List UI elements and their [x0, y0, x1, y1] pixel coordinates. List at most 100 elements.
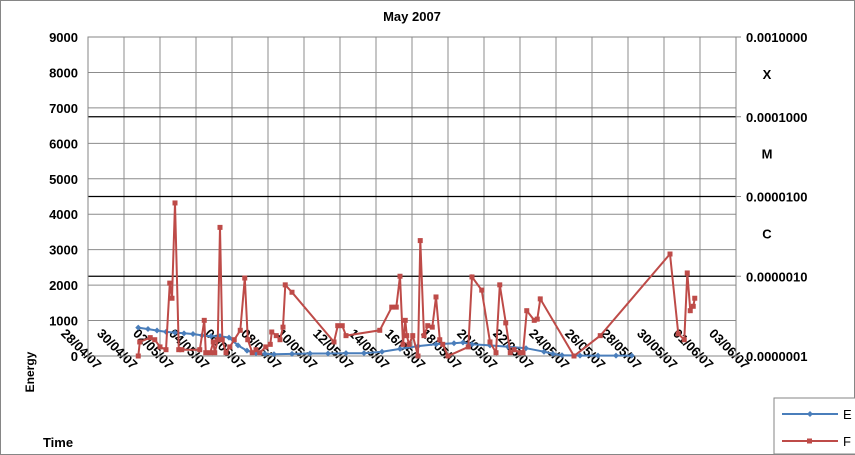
point	[559, 352, 565, 359]
point	[203, 350, 209, 356]
point	[389, 304, 395, 310]
point	[237, 327, 243, 333]
point	[163, 347, 169, 353]
point	[307, 350, 313, 357]
point	[289, 289, 295, 295]
point	[335, 323, 341, 329]
point	[263, 344, 269, 350]
point	[262, 350, 268, 357]
point	[212, 350, 218, 356]
y-tick-label: 3000	[49, 243, 78, 258]
point	[511, 347, 517, 353]
y-tick-label: 2000	[49, 278, 78, 293]
point	[325, 350, 331, 357]
point	[219, 337, 225, 343]
point	[245, 337, 251, 343]
point	[541, 348, 547, 355]
point	[361, 350, 367, 357]
point	[135, 353, 141, 359]
point	[172, 329, 178, 336]
legend-label: F	[843, 434, 851, 449]
y2-tick-label: 0.0010000	[746, 30, 807, 45]
point	[690, 303, 696, 309]
point	[190, 331, 196, 338]
point	[402, 317, 408, 323]
point	[410, 333, 416, 339]
point	[415, 353, 421, 359]
point	[267, 341, 273, 347]
point	[210, 339, 216, 345]
point	[249, 350, 255, 356]
point	[273, 333, 279, 339]
point	[429, 324, 435, 330]
point	[289, 350, 295, 357]
point	[235, 342, 241, 349]
point	[517, 350, 523, 356]
point	[167, 280, 173, 286]
point	[179, 347, 185, 353]
point	[377, 327, 383, 333]
legend-frame	[773, 397, 855, 455]
point	[460, 339, 466, 346]
point	[534, 316, 540, 322]
legend-marker	[807, 438, 812, 444]
point	[479, 287, 485, 293]
y-tick-label: 0	[71, 349, 78, 364]
y2-tick-label: 0.0000100	[746, 190, 807, 205]
point	[176, 347, 182, 353]
point	[280, 324, 286, 330]
point	[169, 295, 175, 301]
point	[331, 339, 337, 345]
point	[692, 295, 698, 301]
legend-marker	[807, 411, 813, 417]
point	[487, 339, 493, 345]
point	[507, 350, 513, 356]
point	[667, 251, 673, 257]
point	[135, 324, 142, 331]
y2-tick-label: 0.0000010	[746, 269, 807, 284]
legend-label: E	[843, 407, 852, 422]
y-tick-label: 8000	[49, 65, 78, 80]
point	[595, 352, 601, 359]
point	[244, 347, 250, 354]
point	[157, 344, 163, 350]
point	[379, 348, 385, 355]
point	[469, 274, 475, 280]
point	[421, 333, 427, 339]
point	[440, 341, 446, 347]
point	[147, 335, 153, 341]
point	[343, 333, 349, 339]
point	[393, 304, 399, 310]
point	[531, 317, 537, 323]
point	[217, 224, 223, 230]
point	[231, 337, 237, 343]
point	[497, 282, 503, 288]
point	[181, 330, 187, 337]
point	[687, 308, 693, 314]
y-tick-label: 7000	[49, 101, 78, 116]
point	[145, 326, 151, 333]
point	[628, 352, 635, 359]
point	[277, 337, 283, 343]
point	[524, 308, 530, 314]
point	[227, 344, 233, 350]
y-tick-label: 1000	[49, 314, 78, 329]
point	[445, 353, 451, 359]
y-tick-label: 6000	[49, 136, 78, 151]
threshold-label: C	[762, 226, 772, 241]
point	[207, 350, 213, 356]
y-tick-label: 9000	[49, 30, 78, 45]
point	[451, 340, 457, 347]
point	[271, 351, 277, 358]
point	[404, 333, 410, 339]
y-axis-label: Energy	[23, 351, 37, 392]
point	[684, 270, 690, 276]
point	[208, 333, 214, 340]
point	[571, 353, 577, 359]
point	[226, 334, 232, 341]
point	[397, 273, 403, 279]
point	[613, 352, 619, 359]
point	[577, 352, 583, 359]
point	[152, 337, 158, 343]
